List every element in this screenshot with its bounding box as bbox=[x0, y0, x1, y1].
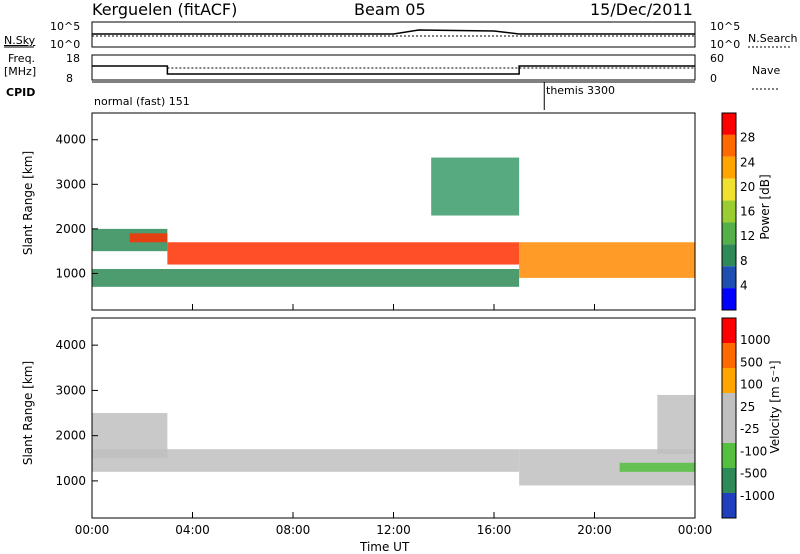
freq-tick-bottom: 8 bbox=[66, 72, 73, 85]
velocity-colorbar-tick-5: -100 bbox=[740, 444, 767, 458]
nsky-trace bbox=[92, 29, 695, 35]
velocity-colorbar-tick-6: -500 bbox=[740, 467, 767, 481]
freq-panel-frame bbox=[91, 54, 696, 81]
velocity-colorbar-seg-2 bbox=[722, 368, 736, 393]
power-band-5 bbox=[431, 157, 520, 216]
x-tick-label-3: 12:00 bbox=[376, 523, 411, 537]
power-colorbar-seg-6 bbox=[722, 244, 736, 267]
velocity-colorbar-seg-1 bbox=[722, 343, 736, 368]
velocity-ytick-label-2: 2000 bbox=[55, 429, 86, 443]
x-tick-label-4: 16:00 bbox=[477, 523, 512, 537]
x-tick-label-2: 08:00 bbox=[276, 523, 311, 537]
power-colorbar-seg-7 bbox=[722, 266, 736, 289]
velocity-colorbar-seg-7 bbox=[722, 493, 736, 518]
velocity-band-3 bbox=[619, 462, 695, 472]
nsearch-label: N.Search bbox=[748, 32, 798, 45]
velocity-band-1 bbox=[92, 413, 168, 459]
power-band-3 bbox=[129, 233, 168, 243]
velocity-colorbar-tick-3: 25 bbox=[740, 400, 755, 414]
date-title: 15/Dec/2011 bbox=[590, 0, 693, 19]
station-title: Kerguelen (fitACF) bbox=[92, 0, 238, 19]
velocity-colorbar-seg-3 bbox=[722, 393, 736, 418]
nsky-tick-top: 10^5 bbox=[50, 20, 81, 33]
power-colorbar-seg-5 bbox=[722, 222, 736, 245]
power-colorbar-seg-0 bbox=[722, 113, 736, 135]
power-colorbar-tick-1: 24 bbox=[740, 155, 755, 169]
power-colorbar-tick-3: 16 bbox=[740, 205, 755, 219]
power-colorbar-tick-4: 12 bbox=[740, 229, 755, 243]
power-ytick-label-0: 4000 bbox=[55, 133, 86, 147]
power-colorbar-tick-5: 8 bbox=[740, 254, 748, 268]
cpid-label: CPID bbox=[6, 86, 36, 99]
power-band-1 bbox=[167, 242, 520, 265]
freq-label-1: Freq. bbox=[8, 52, 36, 65]
velocity-ytick-label-0: 4000 bbox=[55, 338, 86, 352]
nsearch-tick-bottom: 10^0 bbox=[710, 38, 741, 51]
velocity-band-4 bbox=[657, 394, 695, 454]
cpid-mode-themis: themis 3300 bbox=[546, 84, 616, 97]
velocity-colorbar-tick-0: 1000 bbox=[740, 333, 771, 347]
velocity-colorbar-seg-5 bbox=[722, 443, 736, 468]
cpid-mode-normal: normal (fast) 151 bbox=[94, 95, 190, 108]
power-colorbar-seg-4 bbox=[722, 200, 736, 223]
velocity-colorbar-frame bbox=[721, 317, 737, 519]
velocity-colorbar-seg-6 bbox=[722, 468, 736, 493]
x-tick-label-1: 04:00 bbox=[175, 523, 210, 537]
x-tick-label-6: 00:00 bbox=[678, 523, 713, 537]
velocity-colorbar-seg-4 bbox=[722, 418, 736, 443]
nave-tick-top: 60 bbox=[710, 52, 724, 65]
power-colorbar-seg-8 bbox=[722, 288, 736, 310]
power-colorbar-seg-1 bbox=[722, 134, 736, 157]
power-colorbar-seg-2 bbox=[722, 156, 736, 179]
velocity-colorbar-tick-1: 500 bbox=[740, 355, 763, 369]
nave-label: Nave bbox=[752, 64, 781, 77]
power-ytick-label-3: 1000 bbox=[55, 266, 86, 280]
velocity-colorbar-tick-4: -25 bbox=[740, 422, 760, 436]
x-tick-label-5: 20:00 bbox=[577, 523, 612, 537]
nave-tick-bottom: 0 bbox=[710, 72, 717, 85]
velocity-panel-frame bbox=[91, 317, 696, 519]
velocity-ytick-label-3: 1000 bbox=[55, 474, 86, 488]
freq-tick-top: 18 bbox=[66, 52, 80, 65]
power-colorbar-frame bbox=[721, 112, 737, 311]
power-colorbar-tick-6: 4 bbox=[740, 278, 748, 292]
velocity-colorbar-seg-0 bbox=[722, 318, 736, 343]
nsky-label: N.Sky bbox=[4, 34, 36, 47]
power-ytick-label-1: 3000 bbox=[55, 177, 86, 191]
power-colorbar-seg-3 bbox=[722, 178, 736, 201]
velocity-band-0 bbox=[92, 449, 520, 472]
nsky-tick-bottom: 10^0 bbox=[50, 38, 81, 51]
beam-title: Beam 05 bbox=[354, 0, 426, 19]
power-band-2 bbox=[92, 268, 520, 287]
nsearch-tick-top: 10^5 bbox=[710, 20, 741, 33]
velocity-colorbar-tick-7: -1000 bbox=[740, 489, 775, 503]
velocity-ytick-label-1: 3000 bbox=[55, 383, 86, 397]
x-tick-label-0: 00:00 bbox=[75, 523, 110, 537]
power-colorbar-tick-0: 28 bbox=[740, 131, 755, 145]
power-band-4 bbox=[519, 242, 695, 278]
freq-label-2: [MHz] bbox=[4, 65, 37, 78]
freq-trace bbox=[92, 65, 695, 75]
velocity-colorbar-tick-2: 100 bbox=[740, 378, 763, 392]
power-ytick-label-2: 2000 bbox=[55, 222, 86, 236]
x-axis-label: Time UT bbox=[360, 540, 410, 554]
power-colorbar-tick-2: 20 bbox=[740, 180, 755, 194]
